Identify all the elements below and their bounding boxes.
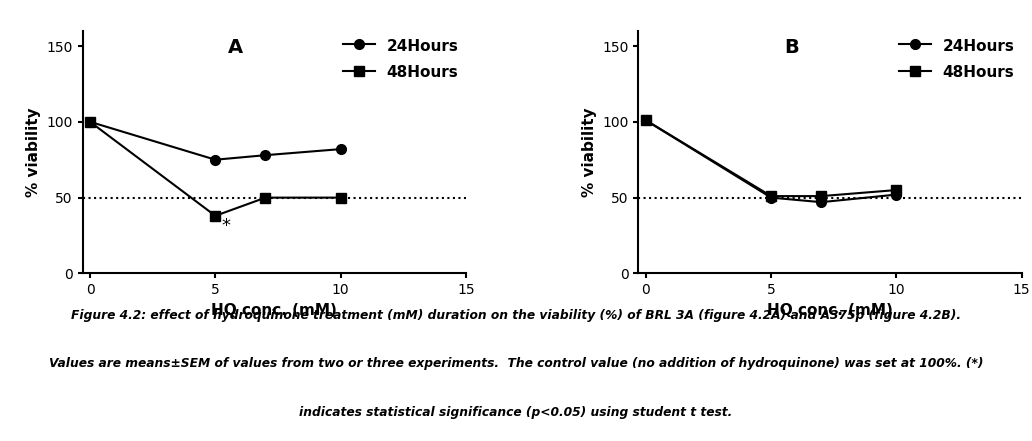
Text: indicates statistical significance (p<0.05) using student t test.: indicates statistical significance (p<0.… <box>299 406 733 419</box>
Text: A: A <box>228 38 244 57</box>
Y-axis label: % viability: % viability <box>582 107 596 197</box>
Text: Values are means±SEM of values from two or three experiments.  The control value: Values are means±SEM of values from two … <box>49 357 983 370</box>
Text: Figure 4.2: effect of hydroquinone treatment (mM) duration on the viability (%) : Figure 4.2: effect of hydroquinone treat… <box>71 309 961 321</box>
Text: B: B <box>784 38 799 57</box>
Y-axis label: % viability: % viability <box>26 107 41 197</box>
X-axis label: HQ conc. (mM): HQ conc. (mM) <box>767 303 893 318</box>
Text: *: * <box>222 217 230 235</box>
X-axis label: HQ conc. (mM): HQ conc. (mM) <box>212 303 337 318</box>
Legend: 24Hours, 48Hours: 24Hours, 48Hours <box>899 38 1014 80</box>
Legend: 24Hours, 48Hours: 24Hours, 48Hours <box>343 38 458 80</box>
